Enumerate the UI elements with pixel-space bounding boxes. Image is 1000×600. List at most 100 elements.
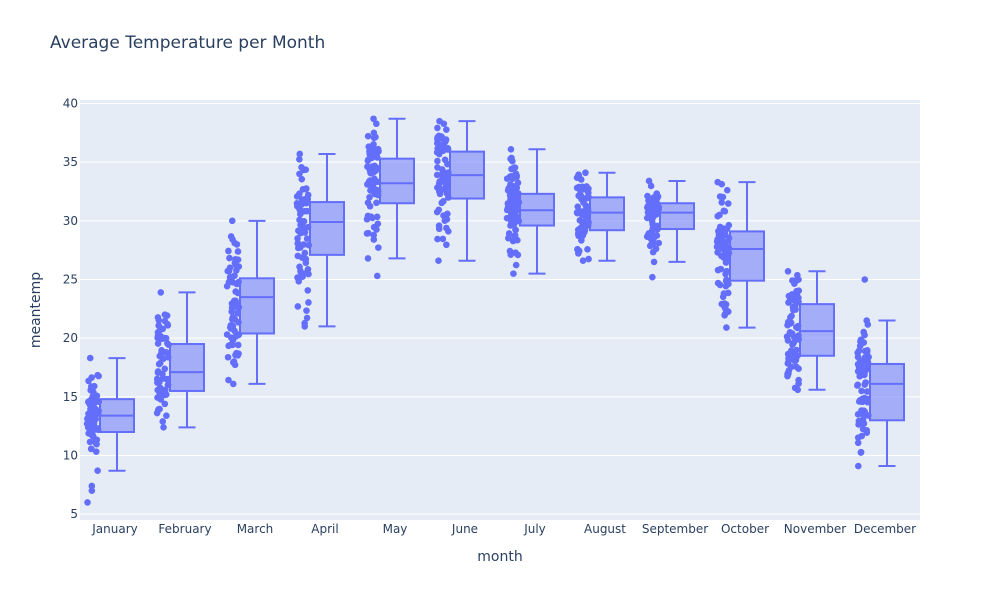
data-point (229, 218, 236, 225)
data-point (436, 118, 443, 125)
data-point (720, 194, 727, 201)
data-point (370, 115, 377, 122)
data-point (443, 126, 450, 133)
data-point (164, 321, 171, 328)
x-tick-label: April (311, 522, 338, 536)
data-point (159, 418, 166, 425)
data-point (650, 249, 657, 256)
data-point (304, 315, 311, 322)
data-point (580, 257, 587, 264)
data-point (165, 382, 172, 389)
data-point (85, 378, 92, 385)
data-point (651, 259, 658, 266)
data-point (165, 341, 172, 348)
data-point (434, 236, 441, 243)
data-point (718, 266, 725, 273)
data-point (720, 254, 727, 261)
data-point (504, 215, 511, 222)
data-point (91, 405, 98, 412)
data-point (725, 308, 732, 315)
data-point (365, 255, 372, 262)
data-point (646, 230, 653, 237)
data-point (723, 324, 730, 331)
data-point (295, 204, 302, 211)
data-point (305, 271, 312, 278)
data-point (225, 343, 232, 350)
data-point (645, 202, 652, 209)
data-point (235, 248, 242, 255)
data-point (372, 167, 379, 174)
data-point (508, 155, 515, 162)
data-point (721, 247, 728, 254)
data-point (646, 178, 653, 185)
data-point (229, 304, 236, 311)
data-point (716, 212, 723, 219)
data-point (435, 257, 442, 264)
data-point (232, 256, 239, 263)
y-tick-label: 40 (63, 97, 78, 111)
data-point (444, 211, 451, 218)
data-point (855, 463, 862, 470)
data-point (295, 227, 302, 234)
data-point (861, 372, 868, 379)
data-point (508, 146, 515, 153)
data-point (434, 158, 441, 165)
data-point (861, 381, 868, 388)
data-point (442, 156, 449, 163)
data-point (865, 362, 872, 369)
data-point (233, 267, 240, 274)
data-point (371, 236, 378, 243)
data-point (162, 311, 169, 318)
data-point (574, 246, 581, 253)
data-point (507, 248, 514, 255)
data-point (714, 179, 721, 186)
data-point (296, 151, 303, 158)
data-point (787, 297, 794, 304)
data-point (860, 339, 867, 346)
y-tick-label: 5 (70, 507, 78, 521)
data-point (790, 307, 797, 314)
data-point (795, 336, 802, 343)
data-point (84, 499, 91, 506)
data-point (443, 241, 450, 248)
data-point (725, 200, 732, 207)
iqr-box (380, 159, 414, 204)
data-point (299, 218, 306, 225)
data-point (863, 317, 870, 324)
data-point (584, 246, 591, 253)
data-point (723, 278, 730, 285)
data-point (861, 276, 868, 283)
x-tick-label: July (523, 522, 546, 536)
data-point (90, 384, 97, 391)
data-point (436, 226, 443, 233)
data-point (655, 240, 662, 247)
data-point (298, 164, 305, 171)
data-point (372, 134, 379, 141)
data-point (441, 217, 448, 224)
data-point (434, 209, 441, 216)
x-tick-label: February (158, 522, 211, 536)
data-point (234, 310, 241, 317)
data-point (795, 323, 802, 330)
data-point (229, 236, 236, 243)
data-point (575, 227, 582, 234)
data-point (649, 218, 656, 225)
data-point (161, 366, 168, 373)
y-tick-label: 35 (63, 155, 78, 169)
y-tick-label: 10 (63, 448, 78, 462)
data-point (303, 307, 310, 314)
data-point (507, 207, 514, 214)
data-point (155, 340, 162, 347)
data-point (296, 190, 303, 197)
data-point (508, 166, 515, 173)
data-point (795, 380, 802, 387)
data-point (364, 163, 371, 170)
data-point (785, 319, 792, 326)
data-point (440, 198, 447, 205)
data-point (715, 280, 722, 287)
data-point (785, 370, 792, 377)
y-tick-label: 15 (63, 390, 78, 404)
iqr-box (870, 364, 904, 420)
data-point (155, 314, 162, 321)
